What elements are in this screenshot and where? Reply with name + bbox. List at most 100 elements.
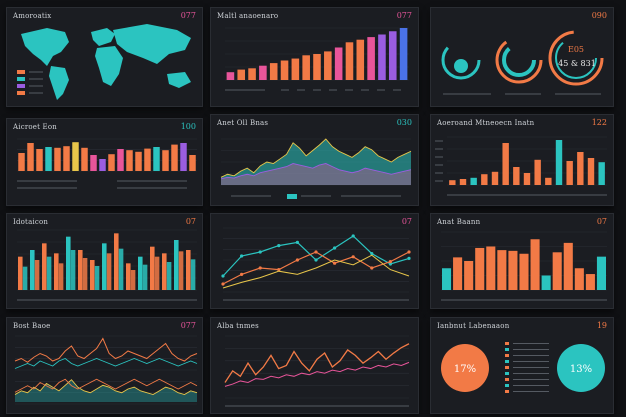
bar [18, 153, 25, 171]
legend-swatch [287, 194, 297, 199]
bar [78, 250, 83, 290]
bar [180, 143, 187, 171]
bar [130, 270, 136, 290]
bar [154, 256, 160, 290]
bar-sparse-chart [435, 136, 607, 196]
data-point [221, 274, 225, 278]
donut-label: 17% [454, 364, 476, 375]
bar-growth-chart [225, 27, 409, 91]
gauge-ring [548, 30, 604, 86]
bar [481, 174, 488, 185]
bar [178, 251, 184, 290]
data-point [277, 268, 281, 272]
bar [280, 60, 289, 80]
bar [94, 266, 100, 290]
data-point [333, 246, 337, 250]
series-line [224, 361, 410, 387]
series-line [220, 163, 412, 180]
bar [334, 47, 343, 80]
gauge-core [454, 59, 468, 73]
legend-swatch [505, 366, 509, 369]
panel-bar-columns: Anat Baann 07 [430, 213, 614, 309]
gauge-label-top: E05 [568, 45, 584, 54]
bar [63, 146, 70, 171]
series-line [220, 138, 412, 178]
panel-value: 19 [596, 321, 607, 330]
panel-bar-sparse: Aoeroand Mtneoecn Inatn 122 [430, 114, 614, 206]
bar [81, 147, 88, 171]
bar [99, 159, 106, 171]
bar [563, 242, 573, 290]
gauge-label-main: 45 & 831 [558, 59, 596, 68]
bar [126, 263, 131, 290]
bar [545, 177, 552, 185]
bar [82, 258, 88, 290]
panel-value: 07 [596, 217, 607, 226]
series-line [14, 378, 198, 393]
bar [464, 261, 474, 290]
bar [108, 154, 115, 171]
panel-value: 100 [180, 122, 196, 131]
map-europe [91, 28, 115, 46]
bar [470, 177, 477, 185]
donut-label: 13% [570, 364, 592, 375]
bar [513, 167, 520, 185]
panel-bar-grouped: Idotaicon 07 [6, 213, 203, 309]
bar [150, 246, 155, 290]
panel-title: Alba tnmes [217, 322, 259, 330]
series-line [224, 343, 410, 383]
bar [46, 256, 52, 290]
bar [248, 68, 256, 80]
data-point [388, 262, 392, 266]
bar [475, 247, 485, 290]
data-point [240, 254, 244, 258]
bar [534, 159, 541, 185]
panel-title: Amoroatix [13, 12, 52, 20]
bar [502, 143, 509, 185]
bar [519, 253, 529, 290]
panel-title: Anet Oll Bnas [217, 119, 269, 127]
bar-grouped-chart [17, 229, 197, 301]
panel-title: Bost Baoe [13, 322, 51, 330]
panel-line-multi: 07 [210, 213, 419, 309]
gauge-ring [495, 36, 543, 84]
bar [552, 252, 562, 290]
panel-value: 122 [591, 118, 607, 127]
bar [491, 171, 499, 185]
bar [259, 65, 267, 80]
series-area [15, 379, 197, 402]
gauge-ring [441, 40, 481, 80]
legend-swatch [505, 378, 509, 381]
legend-swatch [505, 354, 509, 357]
gauge-ring [555, 37, 597, 79]
bar [189, 155, 196, 171]
panel-title: Maltl anaoenaro [217, 12, 279, 20]
data-point [370, 266, 374, 270]
bar [102, 243, 107, 290]
bar [90, 260, 95, 290]
data-point [351, 234, 355, 238]
bar [566, 161, 573, 185]
bar [22, 266, 28, 290]
bar [58, 263, 64, 290]
data-point [314, 250, 318, 254]
legend-swatch [17, 77, 25, 81]
bar [70, 250, 76, 290]
bar [54, 253, 59, 290]
bar [171, 144, 178, 171]
bar [126, 150, 133, 171]
bar [291, 58, 300, 80]
bar [313, 54, 321, 80]
bar [596, 256, 607, 290]
bar [345, 42, 354, 80]
panel-area: Anet Oll Bnas 030 [210, 114, 419, 206]
bar [587, 158, 595, 185]
donut-orange [441, 344, 489, 392]
bar [153, 147, 160, 171]
legend-swatch [17, 84, 25, 88]
data-point [370, 252, 374, 256]
panel-value: 07 [401, 217, 412, 226]
area-chart [220, 138, 412, 199]
bar [269, 63, 278, 80]
data-point [277, 244, 281, 248]
